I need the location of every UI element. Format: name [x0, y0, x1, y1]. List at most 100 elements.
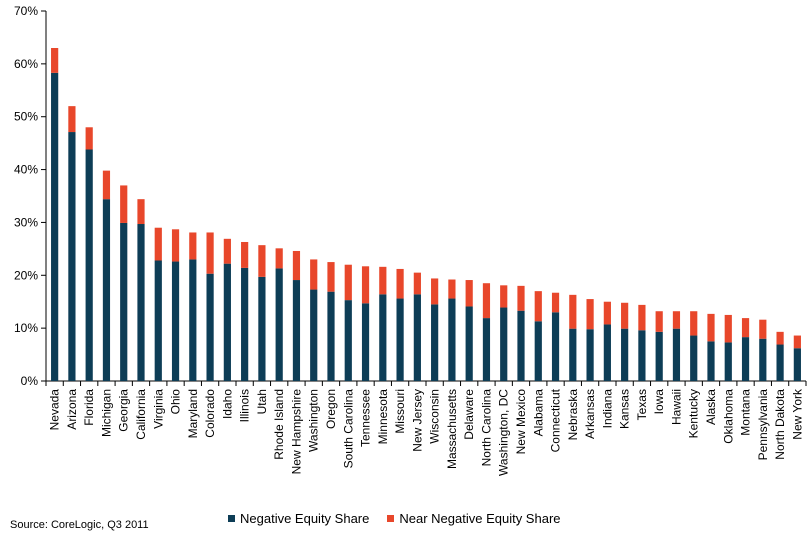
x-category-label: Hawaii — [669, 389, 683, 425]
bar-negative-equity — [621, 328, 629, 381]
bar-negative-equity — [569, 328, 577, 381]
bar-near-negative-equity — [102, 170, 111, 200]
bar-negative-equity — [344, 300, 352, 381]
bar-negative-equity — [292, 280, 301, 381]
x-category-label: Florida — [82, 389, 96, 426]
x-category-label: North Carolina — [479, 389, 493, 467]
bar-negative-equity — [102, 199, 111, 381]
x-category-label: Georgia — [117, 389, 131, 432]
bar-negative-equity — [51, 72, 59, 381]
bar-negative-equity — [793, 348, 801, 381]
bar-negative-equity — [68, 132, 76, 381]
bar-negative-equity — [206, 273, 214, 381]
bar-negative-equity — [396, 298, 404, 381]
bar-negative-equity — [223, 263, 231, 381]
x-category-label: Rhode Island — [272, 389, 286, 460]
y-tick-label: 40% — [14, 163, 38, 177]
x-category-label: South Carolina — [341, 389, 355, 469]
x-category-label: Delaware — [462, 389, 476, 440]
bar-negative-equity — [361, 303, 370, 381]
x-category-label: Massachusetts — [445, 389, 459, 469]
x-category-label: Pennsylvania — [756, 389, 770, 461]
bar-near-negative-equity — [621, 302, 629, 329]
bar-near-negative-equity — [465, 280, 473, 307]
bar-negative-equity — [413, 294, 421, 381]
x-category-label: Oklahoma — [721, 389, 735, 444]
bar-near-negative-equity — [120, 185, 128, 223]
x-category-label: Texas — [635, 389, 649, 420]
bar-negative-equity — [500, 307, 508, 381]
bar-negative-equity — [137, 224, 145, 381]
bar-negative-equity — [586, 329, 594, 381]
x-category-label: Virginia — [151, 389, 165, 429]
bar-negative-equity — [517, 310, 525, 381]
bar-near-negative-equity — [68, 106, 76, 133]
bar-near-negative-equity — [241, 241, 249, 268]
bar-near-negative-equity — [396, 268, 404, 299]
bar-near-negative-equity — [171, 229, 180, 262]
bar-negative-equity — [275, 268, 283, 381]
bar-negative-equity — [154, 260, 162, 381]
bar-negative-equity — [741, 337, 750, 381]
bar-negative-equity — [776, 344, 784, 381]
bar-near-negative-equity — [482, 283, 491, 319]
bar-negative-equity — [482, 318, 491, 381]
x-category-label: Illinois — [238, 389, 252, 422]
bar-negative-equity — [465, 306, 473, 381]
bar-negative-equity — [759, 338, 767, 381]
bar-near-negative-equity — [776, 331, 784, 345]
x-category-label: Arizona — [65, 389, 79, 430]
bar-near-negative-equity — [137, 199, 145, 225]
bar-near-negative-equity — [500, 285, 508, 308]
legend: Negative Equity Share Near Negative Equi… — [228, 511, 561, 526]
bar-near-negative-equity — [344, 264, 352, 301]
y-tick-label: 10% — [14, 321, 38, 335]
bar-near-negative-equity — [603, 301, 611, 325]
x-category-label: Wisconsin — [428, 389, 442, 444]
bar-negative-equity — [258, 276, 266, 381]
bar-near-negative-equity — [51, 48, 59, 73]
bar-negative-equity — [189, 259, 197, 381]
x-category-label: Tennessee — [359, 389, 373, 447]
bar-near-negative-equity — [154, 227, 162, 261]
bar-near-negative-equity — [85, 127, 93, 150]
x-category-label: New Jersey — [410, 389, 424, 452]
y-tick-label: 70% — [14, 4, 38, 18]
bar-near-negative-equity — [431, 278, 439, 305]
bar-negative-equity — [327, 291, 335, 381]
legend-item-near-negative: Near Negative Equity Share — [387, 511, 561, 526]
bar-negative-equity — [379, 294, 387, 381]
bar-negative-equity — [603, 324, 611, 381]
y-tick-label: 20% — [14, 268, 38, 282]
x-category-label: Missouri — [393, 389, 407, 434]
y-tick-label: 30% — [14, 215, 38, 229]
y-tick-label: 50% — [14, 110, 38, 124]
bar-negative-equity — [724, 342, 732, 381]
bar-near-negative-equity — [672, 311, 681, 329]
bar-negative-equity — [171, 261, 180, 381]
x-category-label: North Dakota — [773, 389, 787, 460]
x-category-label: Montana — [739, 389, 753, 436]
legend-label-near-negative: Near Negative Equity Share — [399, 511, 561, 526]
bar-near-negative-equity — [707, 313, 715, 342]
x-category-label: New York — [790, 388, 804, 440]
bar-near-negative-equity — [569, 294, 577, 329]
x-category-label: California — [134, 389, 148, 440]
x-category-label: Michigan — [99, 389, 113, 437]
bar-near-negative-equity — [258, 245, 266, 277]
bar-negative-equity — [690, 335, 698, 381]
x-category-label: Oregon — [324, 389, 338, 429]
x-category-label: Indiana — [600, 389, 614, 429]
legend-label-negative: Negative Equity Share — [240, 511, 370, 526]
source-note: Source: CoreLogic, Q3 2011 — [10, 519, 149, 531]
bar-near-negative-equity — [655, 311, 663, 332]
bar-near-negative-equity — [741, 318, 750, 338]
bar-near-negative-equity — [690, 311, 698, 336]
y-axis: 0% 10% 20% 30% 40% 50% 60% 70% — [14, 4, 806, 388]
bar-near-negative-equity — [551, 292, 560, 313]
bar-negative-equity — [655, 331, 663, 381]
bar-near-negative-equity — [327, 262, 335, 292]
legend-swatch-near-negative — [387, 515, 395, 522]
bar-negative-equity — [672, 328, 681, 381]
x-category-label: Alaska — [704, 389, 718, 425]
